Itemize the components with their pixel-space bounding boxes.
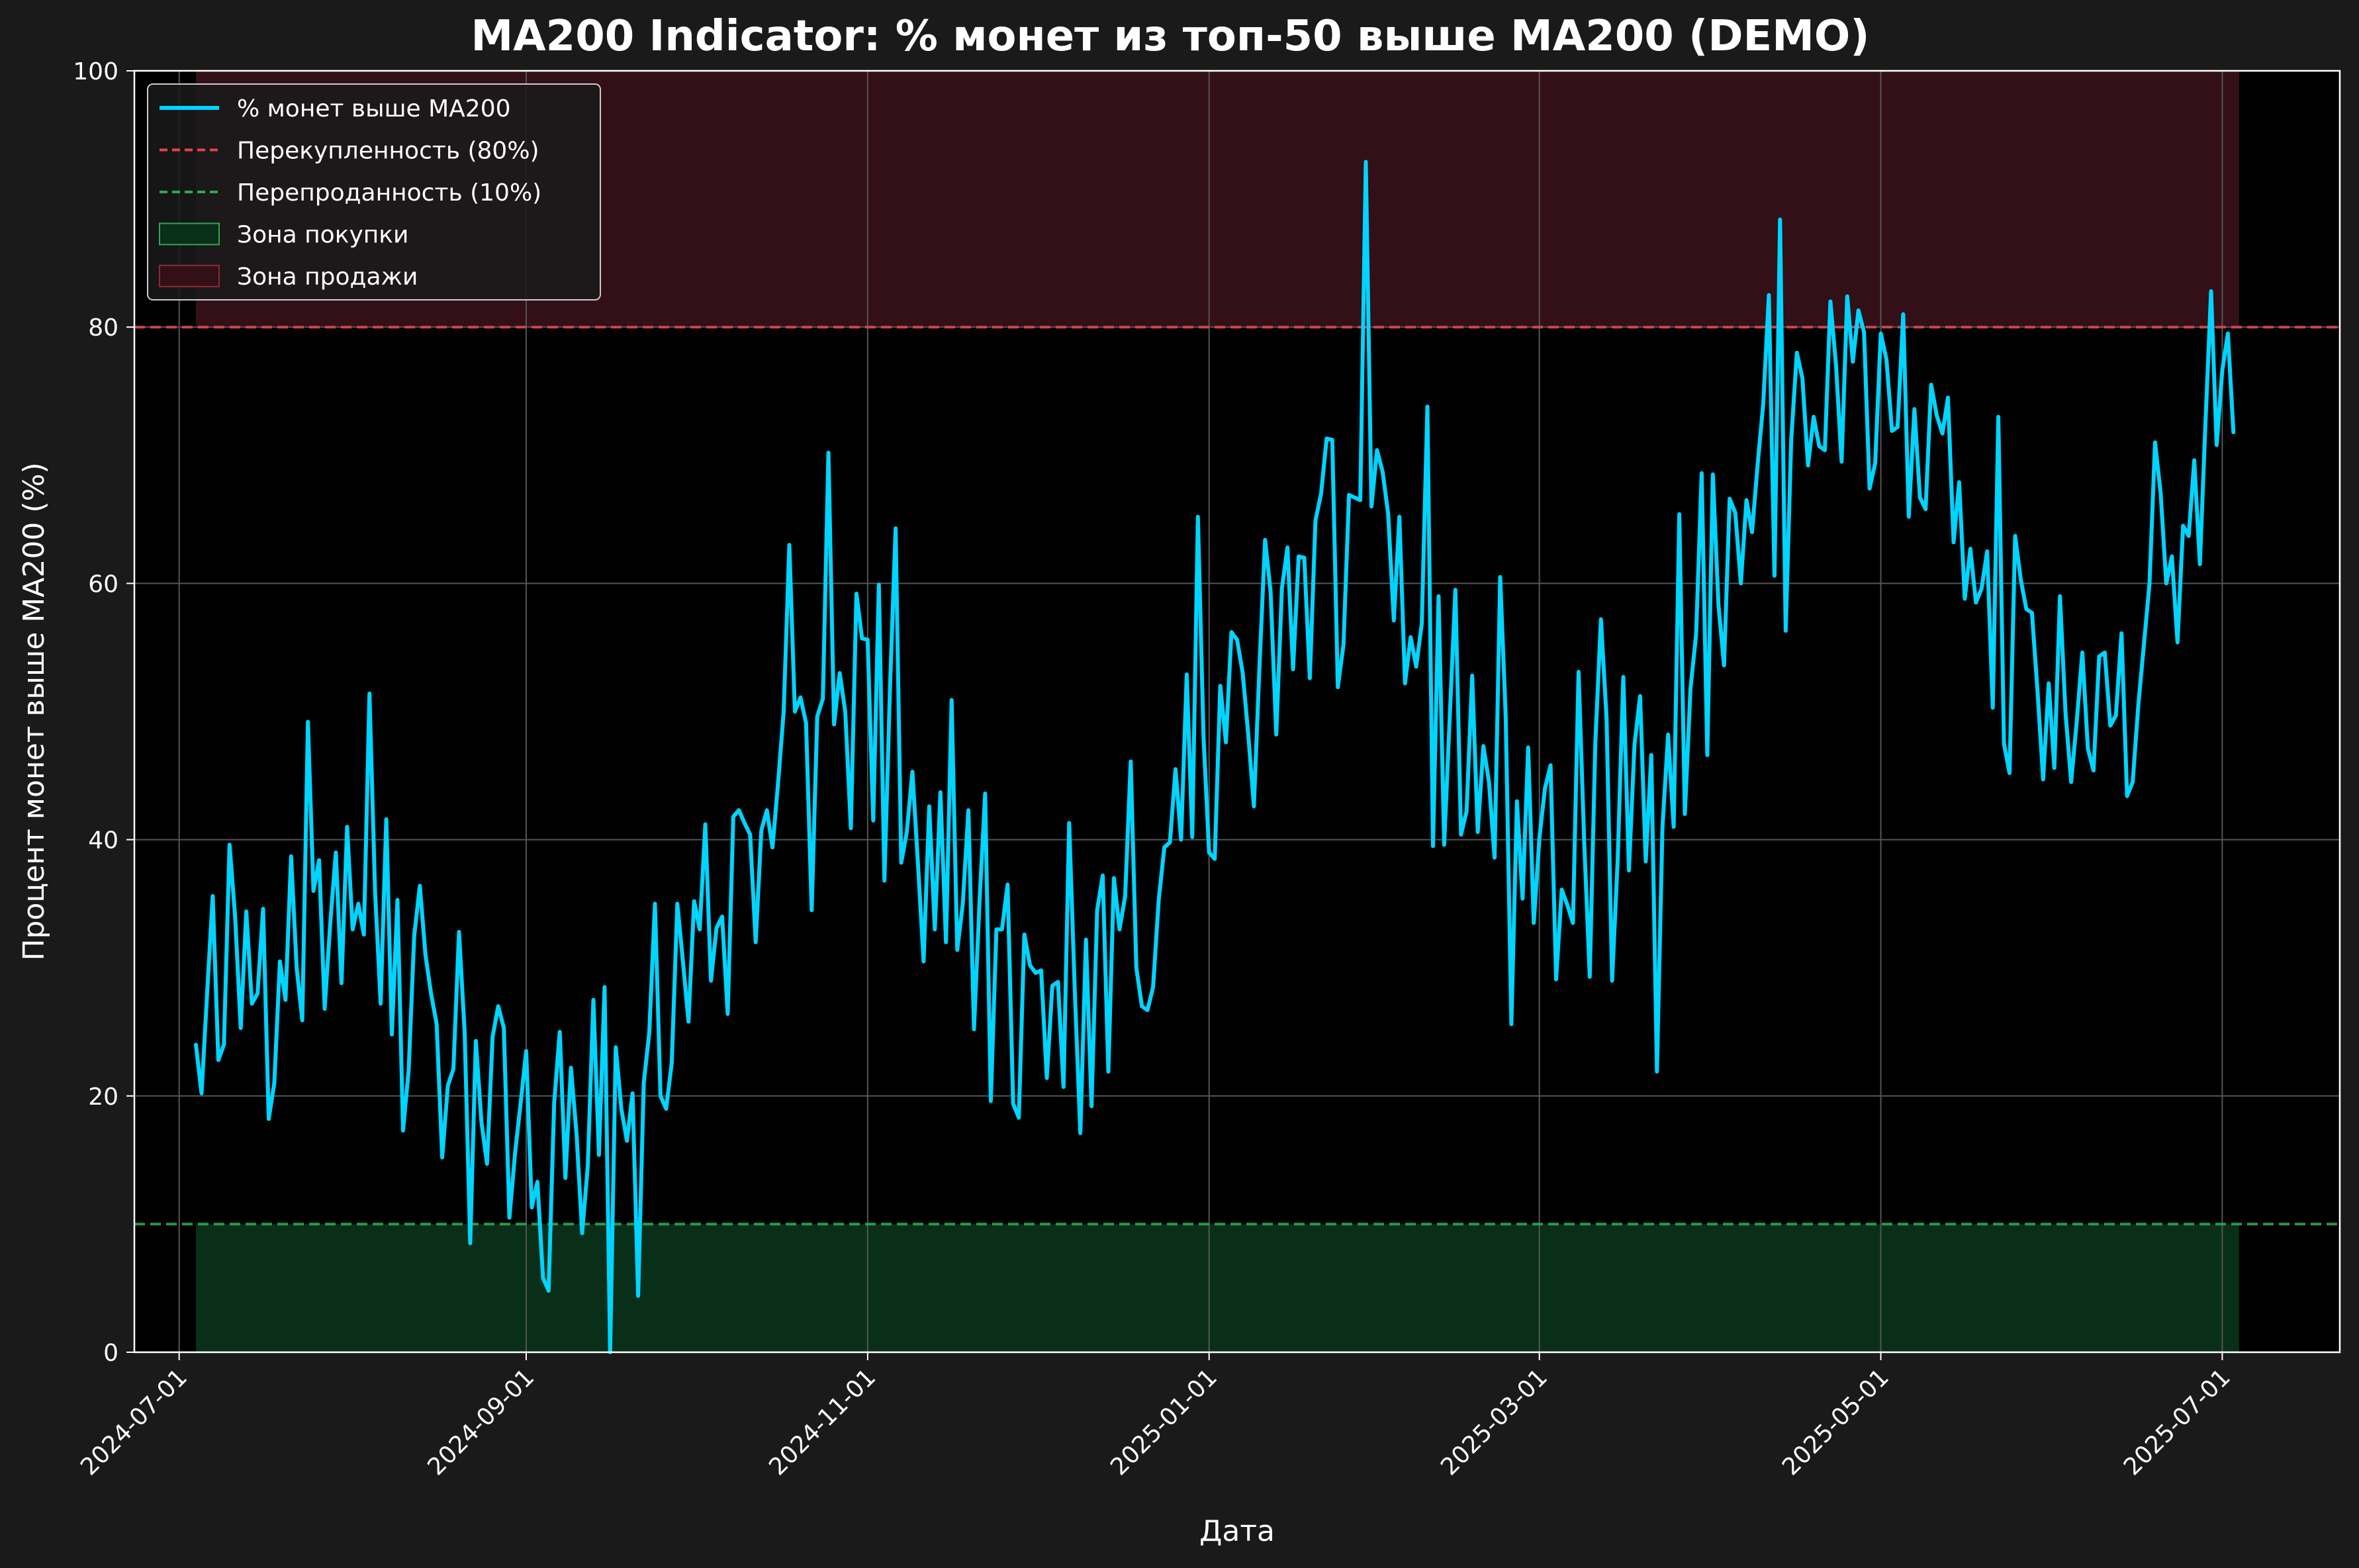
legend-label: Зона покупки — [237, 222, 408, 249]
y-tick-label: 60 — [88, 571, 118, 598]
legend-label: Зона продажи — [237, 263, 418, 291]
legend-marker-patch — [159, 265, 220, 287]
y-tick-label: 40 — [88, 827, 118, 854]
y-tick-label: 100 — [73, 58, 118, 85]
y-tick-label: 80 — [88, 314, 118, 342]
legend-label: Перекупленность (80%) — [237, 138, 539, 165]
legend-box — [147, 83, 601, 300]
legend-label: Перепроданность (10%) — [237, 179, 541, 207]
y-tick-label: 20 — [88, 1084, 118, 1111]
y-tick-label: 0 — [103, 1340, 118, 1367]
x-axis-label: Дата — [1199, 1514, 1275, 1548]
plot-frame — [133, 69, 2341, 1354]
zone-buy — [196, 1224, 2239, 1352]
chart-title: MA200 Indicator: % монет из топ-50 выше … — [471, 12, 1869, 61]
y-axis: 0 20 40 60 80 100 — [73, 58, 134, 1367]
legend-label: % монет выше MA200 — [237, 95, 511, 122]
legend: % монет выше MA200 Перекупленность (80%) П… — [147, 83, 601, 300]
series-line-pct-above-ma200 — [194, 160, 2236, 1354]
series-layer — [194, 160, 2236, 1354]
y-axis-label: Процент монет выше MA200 (%) — [17, 462, 51, 960]
reference-lines-layer — [134, 326, 2340, 1226]
legend-marker-patch — [159, 222, 220, 246]
